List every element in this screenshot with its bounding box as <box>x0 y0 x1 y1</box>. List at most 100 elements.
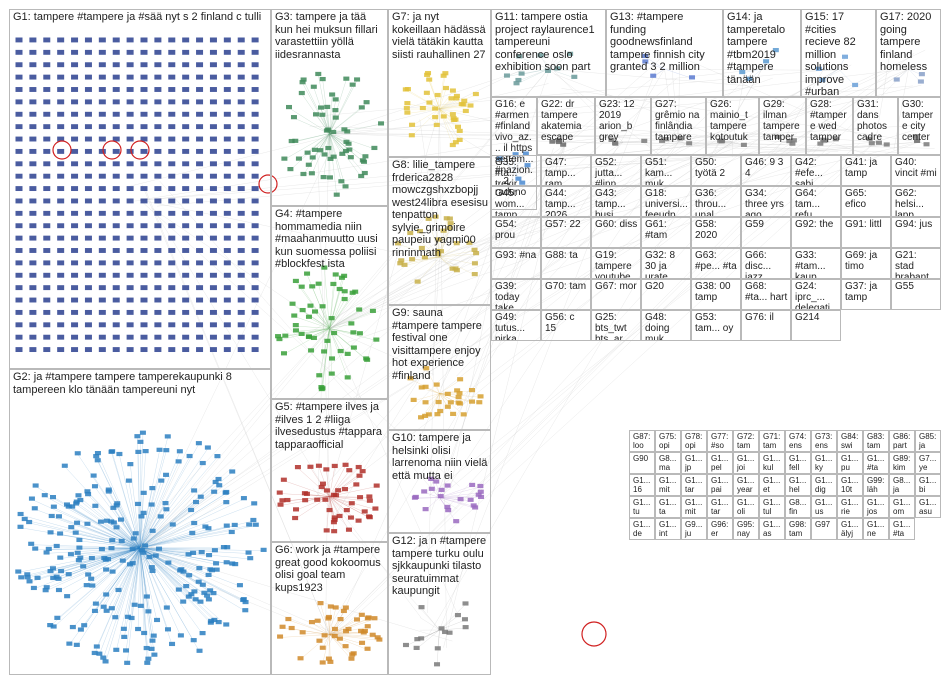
dense-group-box: G1... älyj <box>837 518 863 540</box>
edge <box>154 211 330 497</box>
node <box>354 617 361 622</box>
node <box>89 583 96 588</box>
node <box>126 285 134 291</box>
group-label: G41: ja tamp <box>845 157 878 179</box>
node <box>344 351 351 356</box>
node <box>168 111 176 117</box>
edge <box>329 318 332 329</box>
node <box>108 519 115 524</box>
small-group-box: G66: disc... jazz <box>741 248 791 279</box>
node <box>212 479 219 485</box>
node <box>326 175 333 180</box>
edge <box>99 547 141 655</box>
node <box>34 575 41 580</box>
node <box>356 307 363 312</box>
edge <box>139 513 144 549</box>
dense-group-box: G1... bi <box>915 474 941 496</box>
edge <box>838 57 846 70</box>
small-group-box: G55 <box>891 279 941 310</box>
edge <box>139 547 246 612</box>
node <box>247 556 254 561</box>
node <box>154 111 162 117</box>
node <box>191 589 198 594</box>
node <box>145 656 152 661</box>
node <box>196 235 204 241</box>
node <box>571 74 578 79</box>
group-label: G10: tampere ja helsinki olisi larrenoma… <box>392 432 488 482</box>
group-label: G60: diss <box>595 219 638 230</box>
node <box>29 161 37 167</box>
edge <box>139 491 195 549</box>
node <box>182 99 190 105</box>
node <box>154 260 162 266</box>
edge <box>329 133 375 150</box>
node <box>447 221 454 226</box>
edge <box>93 476 141 549</box>
dense-group-box: G1... asu <box>915 496 941 518</box>
node <box>93 454 100 459</box>
group-label: G12: ja n #tampere tampere turku oulu sj… <box>392 535 487 597</box>
node <box>321 633 328 638</box>
node <box>477 394 484 399</box>
node <box>190 550 197 555</box>
node <box>432 214 439 219</box>
node <box>350 345 357 350</box>
edge <box>329 70 890 329</box>
edge <box>324 68 909 642</box>
group-label: G1... #ta <box>867 454 885 472</box>
node <box>312 112 319 117</box>
edge <box>439 51 556 394</box>
group-label: G1... oli <box>737 498 755 516</box>
node <box>319 304 326 309</box>
node <box>180 599 187 604</box>
small-group-box: G43: tamp... busi <box>591 186 641 217</box>
edge <box>439 256 475 265</box>
small-group-box: G57: 22 <box>541 217 591 248</box>
node <box>185 594 192 599</box>
edge <box>732 57 749 143</box>
node <box>199 582 206 587</box>
node <box>126 260 134 266</box>
node <box>196 186 204 192</box>
node <box>43 198 51 204</box>
node <box>457 497 464 502</box>
node <box>321 349 328 354</box>
edge <box>439 108 460 141</box>
edge <box>139 547 182 637</box>
node <box>43 285 51 291</box>
node <box>84 161 92 167</box>
edge <box>439 130 784 258</box>
node <box>195 579 202 584</box>
node <box>165 560 172 565</box>
edge <box>311 622 330 635</box>
node <box>237 248 245 253</box>
group-box-g3: G3: tampere ja tää kun hei muksun fillar… <box>271 9 388 206</box>
edge <box>27 547 141 576</box>
node <box>140 148 148 154</box>
edge <box>329 634 352 660</box>
node <box>475 492 482 497</box>
node <box>292 323 299 328</box>
node <box>346 468 353 473</box>
node <box>98 334 106 340</box>
node <box>84 111 92 117</box>
node <box>29 136 37 142</box>
node <box>376 637 383 642</box>
edge <box>329 311 374 329</box>
node <box>98 173 106 179</box>
node <box>309 284 316 289</box>
edge <box>139 488 153 549</box>
node <box>207 588 214 593</box>
node <box>209 248 217 253</box>
node <box>29 62 37 68</box>
dense-group-box: G1... pu <box>837 452 863 474</box>
small-group-box: G44: tamp... 2026 <box>541 186 591 217</box>
node <box>237 111 245 117</box>
edge <box>128 481 141 549</box>
node <box>413 645 420 650</box>
edge <box>622 141 920 154</box>
edge <box>35 547 141 550</box>
node <box>121 634 128 640</box>
edge <box>303 80 330 134</box>
node <box>251 235 259 241</box>
